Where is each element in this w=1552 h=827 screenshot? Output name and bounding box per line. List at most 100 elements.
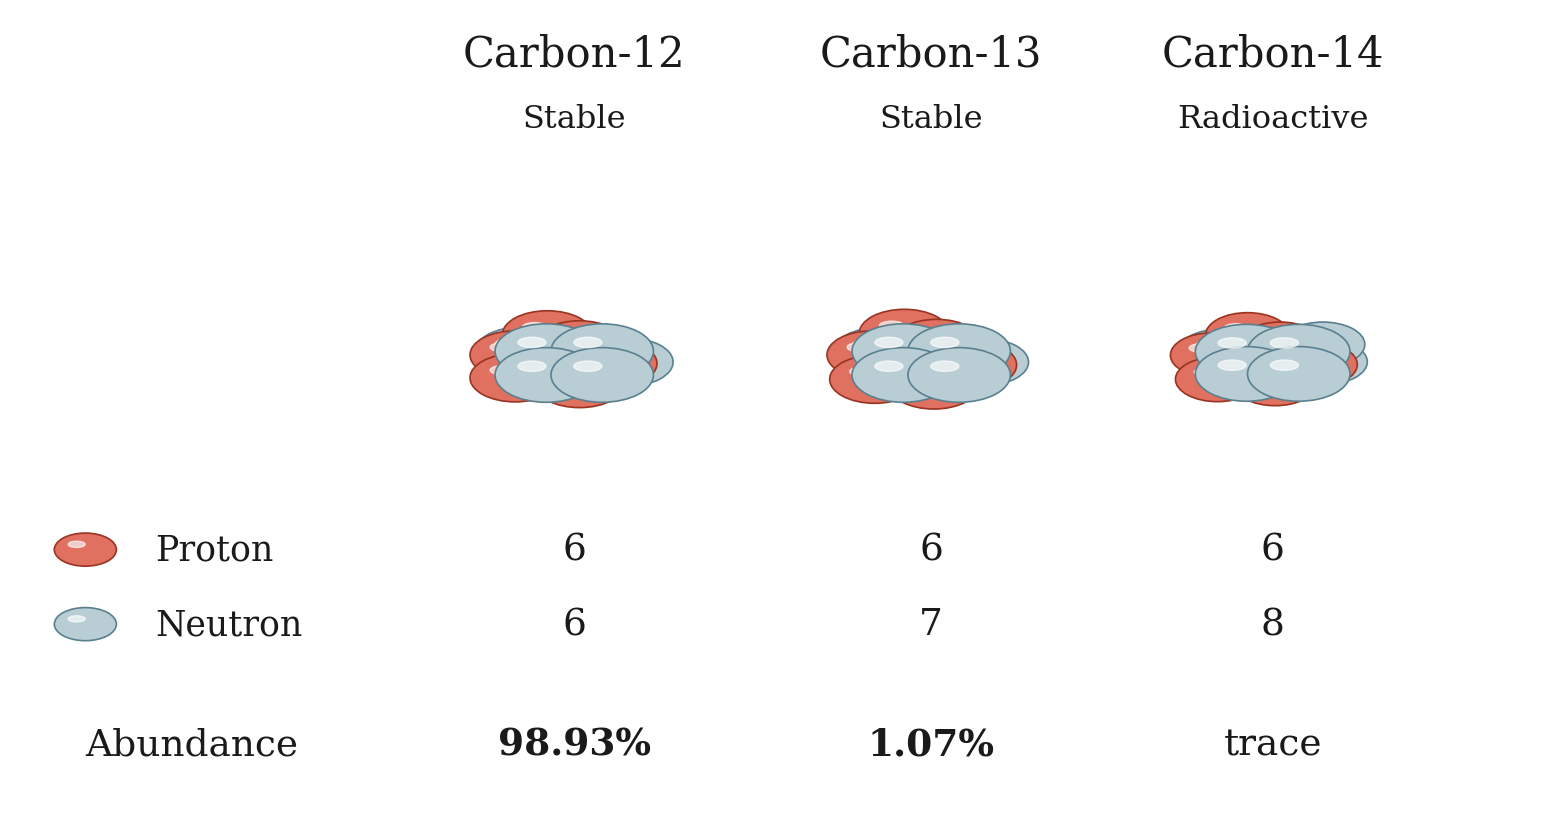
Ellipse shape — [68, 616, 85, 622]
Ellipse shape — [906, 348, 931, 356]
Ellipse shape — [961, 351, 986, 360]
Ellipse shape — [554, 333, 579, 342]
Ellipse shape — [850, 367, 874, 376]
Ellipse shape — [1189, 344, 1212, 353]
Circle shape — [908, 348, 1010, 403]
Text: 8: 8 — [1260, 606, 1285, 643]
Circle shape — [1195, 325, 1297, 380]
Ellipse shape — [875, 337, 903, 348]
Ellipse shape — [1218, 338, 1246, 349]
Circle shape — [1234, 361, 1318, 406]
Circle shape — [1284, 340, 1367, 385]
Text: 98.93%: 98.93% — [498, 726, 650, 762]
Circle shape — [908, 324, 1010, 379]
Circle shape — [852, 348, 954, 403]
Circle shape — [1170, 333, 1254, 378]
Ellipse shape — [574, 337, 602, 348]
Ellipse shape — [604, 351, 629, 360]
Text: Carbon-13: Carbon-13 — [819, 33, 1043, 75]
Circle shape — [551, 324, 653, 379]
Ellipse shape — [1249, 348, 1273, 356]
Circle shape — [927, 342, 1017, 390]
Circle shape — [852, 324, 954, 379]
Ellipse shape — [909, 373, 934, 382]
Circle shape — [1175, 357, 1259, 402]
Text: 1.07%: 1.07% — [868, 726, 995, 762]
Circle shape — [534, 360, 625, 408]
Circle shape — [470, 354, 560, 403]
Circle shape — [1273, 342, 1358, 388]
Circle shape — [503, 312, 593, 360]
Ellipse shape — [490, 343, 515, 352]
Ellipse shape — [1225, 324, 1248, 332]
Circle shape — [889, 361, 979, 409]
Ellipse shape — [1291, 354, 1315, 362]
Ellipse shape — [523, 323, 548, 332]
Ellipse shape — [931, 337, 959, 348]
Ellipse shape — [518, 361, 546, 372]
Ellipse shape — [875, 361, 903, 372]
Ellipse shape — [911, 332, 936, 341]
Circle shape — [833, 328, 920, 375]
Text: 6: 6 — [562, 606, 587, 643]
Ellipse shape — [574, 361, 602, 372]
Ellipse shape — [490, 366, 515, 375]
Circle shape — [1195, 347, 1297, 402]
Text: Stable: Stable — [880, 103, 982, 134]
Ellipse shape — [947, 353, 972, 362]
Circle shape — [888, 337, 975, 383]
Ellipse shape — [1271, 361, 1299, 370]
Circle shape — [495, 348, 598, 403]
Circle shape — [470, 332, 560, 380]
Ellipse shape — [931, 361, 959, 372]
Text: Stable: Stable — [523, 103, 625, 134]
Ellipse shape — [68, 542, 85, 547]
Text: Proton: Proton — [155, 533, 273, 567]
Text: Carbon-14: Carbon-14 — [1161, 33, 1384, 75]
Ellipse shape — [495, 339, 520, 349]
Ellipse shape — [554, 372, 579, 381]
Text: 6: 6 — [919, 532, 944, 568]
Ellipse shape — [1257, 333, 1280, 342]
Circle shape — [495, 324, 598, 379]
Circle shape — [54, 533, 116, 566]
Circle shape — [534, 322, 625, 370]
Text: Carbon-12: Carbon-12 — [462, 33, 686, 75]
Text: Radioactive: Radioactive — [1176, 103, 1369, 134]
Circle shape — [827, 332, 917, 380]
Circle shape — [54, 608, 116, 641]
Ellipse shape — [518, 337, 546, 348]
Text: 7: 7 — [919, 606, 944, 643]
Ellipse shape — [847, 343, 872, 352]
Circle shape — [1238, 323, 1322, 367]
Text: Abundance: Abundance — [85, 726, 298, 762]
Text: Neutron: Neutron — [155, 607, 303, 642]
Ellipse shape — [1197, 341, 1220, 349]
Ellipse shape — [1252, 372, 1274, 381]
Ellipse shape — [1299, 333, 1322, 342]
Circle shape — [1206, 313, 1290, 358]
Ellipse shape — [1302, 351, 1325, 360]
Circle shape — [584, 338, 674, 387]
Circle shape — [891, 320, 982, 368]
Text: trace: trace — [1223, 726, 1322, 762]
Ellipse shape — [587, 351, 611, 361]
Circle shape — [475, 327, 565, 375]
Circle shape — [566, 340, 656, 388]
Circle shape — [1280, 323, 1364, 367]
Ellipse shape — [1193, 368, 1217, 377]
Ellipse shape — [1218, 361, 1246, 370]
Circle shape — [1248, 325, 1350, 380]
Ellipse shape — [854, 340, 877, 349]
Ellipse shape — [880, 322, 905, 331]
Circle shape — [1178, 330, 1262, 375]
Circle shape — [1231, 337, 1315, 382]
Ellipse shape — [1271, 338, 1299, 349]
Circle shape — [830, 356, 920, 404]
Circle shape — [860, 310, 950, 358]
Circle shape — [942, 339, 1029, 386]
Circle shape — [551, 348, 653, 403]
Circle shape — [1248, 347, 1350, 402]
Text: 6: 6 — [1260, 532, 1285, 568]
Text: 6: 6 — [562, 532, 587, 568]
